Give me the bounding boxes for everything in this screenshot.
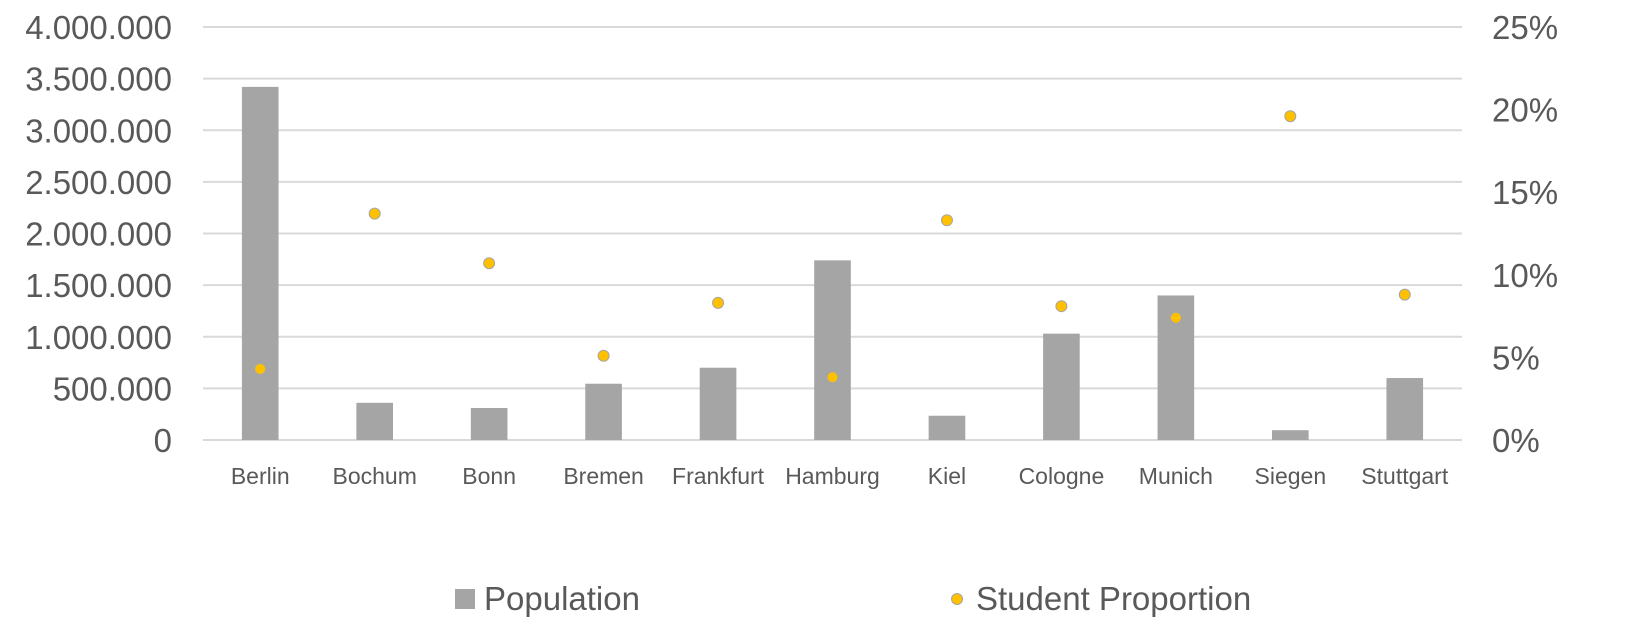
legend-population-swatch xyxy=(455,589,475,609)
right-axis-tick-label: 5% xyxy=(1492,339,1540,376)
right-axis-tick-label: 10% xyxy=(1492,257,1558,294)
legend: Population Student Proportion xyxy=(455,580,1251,617)
student-proportion-point xyxy=(597,349,610,362)
left-axis-tick-label: 1.500.000 xyxy=(25,267,172,304)
left-axis-tick-label: 3.500.000 xyxy=(25,61,172,98)
left-axis-tick-label: 500.000 xyxy=(53,370,172,407)
population-bar xyxy=(470,407,508,440)
gridlines xyxy=(203,26,1462,441)
student-proportion-point xyxy=(1169,311,1182,324)
x-axis-tick-label: Siegen xyxy=(1255,463,1327,489)
x-axis-tick-label: Hamburg xyxy=(785,463,880,489)
right-y-axis: 0% 5% 10% 15% 20% 25% xyxy=(1492,9,1558,459)
x-axis-tick-label: Cologne xyxy=(1019,463,1105,489)
student-proportion-point xyxy=(826,371,839,384)
student-proportion-point xyxy=(254,362,267,375)
right-axis-tick-label: 25% xyxy=(1492,9,1558,46)
population-bar xyxy=(356,402,393,440)
x-axis-tick-label: Munich xyxy=(1139,463,1213,489)
legend-student-proportion-label: Student Proportion xyxy=(976,580,1251,617)
x-axis: Berlin Bochum Bonn Bremen Frankfurt Hamburg Ki… xyxy=(231,463,1449,489)
population-bar xyxy=(699,367,737,440)
student-proportion-point xyxy=(940,214,953,227)
left-axis-tick-label: 1.000.000 xyxy=(25,319,172,356)
population-bar xyxy=(814,260,851,440)
student-proportion-point xyxy=(712,296,725,309)
x-axis-tick-label: Stuttgart xyxy=(1361,463,1449,489)
student-proportion-point xyxy=(1055,300,1068,313)
x-axis-tick-label: Bochum xyxy=(332,463,416,489)
x-axis-tick-label: Kiel xyxy=(928,463,966,489)
legend-population-label: Population xyxy=(484,580,640,617)
student-proportion-point xyxy=(1284,110,1297,123)
legend-student-proportion-marker xyxy=(951,593,963,605)
population-bar xyxy=(585,383,622,440)
population-bar xyxy=(928,415,966,440)
population-bar xyxy=(1386,378,1424,440)
population-bar xyxy=(241,86,279,440)
x-axis-tick-label: Berlin xyxy=(231,463,290,489)
left-axis-tick-label: 0 xyxy=(154,422,172,459)
right-axis-tick-label: 15% xyxy=(1492,174,1558,211)
population-bar xyxy=(1272,430,1309,440)
student-proportion-point xyxy=(1398,288,1411,301)
left-axis-tick-label: 2.500.000 xyxy=(25,164,172,201)
population-bars xyxy=(241,86,1424,440)
left-axis-tick-label: 3.000.000 xyxy=(25,112,172,149)
left-axis-tick-label: 2.000.000 xyxy=(25,216,172,253)
x-axis-tick-label: Frankfurt xyxy=(672,463,765,489)
x-axis-tick-label: Bremen xyxy=(563,463,644,489)
student-proportion-point xyxy=(483,257,496,270)
left-axis-tick-label: 4.000.000 xyxy=(25,9,172,46)
student-proportion-point xyxy=(368,207,381,220)
population-bar xyxy=(1043,333,1080,440)
right-axis-tick-label: 20% xyxy=(1492,92,1558,129)
x-axis-tick-label: Bonn xyxy=(462,463,516,489)
right-axis-tick-label: 0% xyxy=(1492,422,1540,459)
left-y-axis: 0 500.000 1.000.000 1.500.000 2.000.000 2.500… xyxy=(25,9,172,459)
student-proportion-points xyxy=(254,110,1411,384)
